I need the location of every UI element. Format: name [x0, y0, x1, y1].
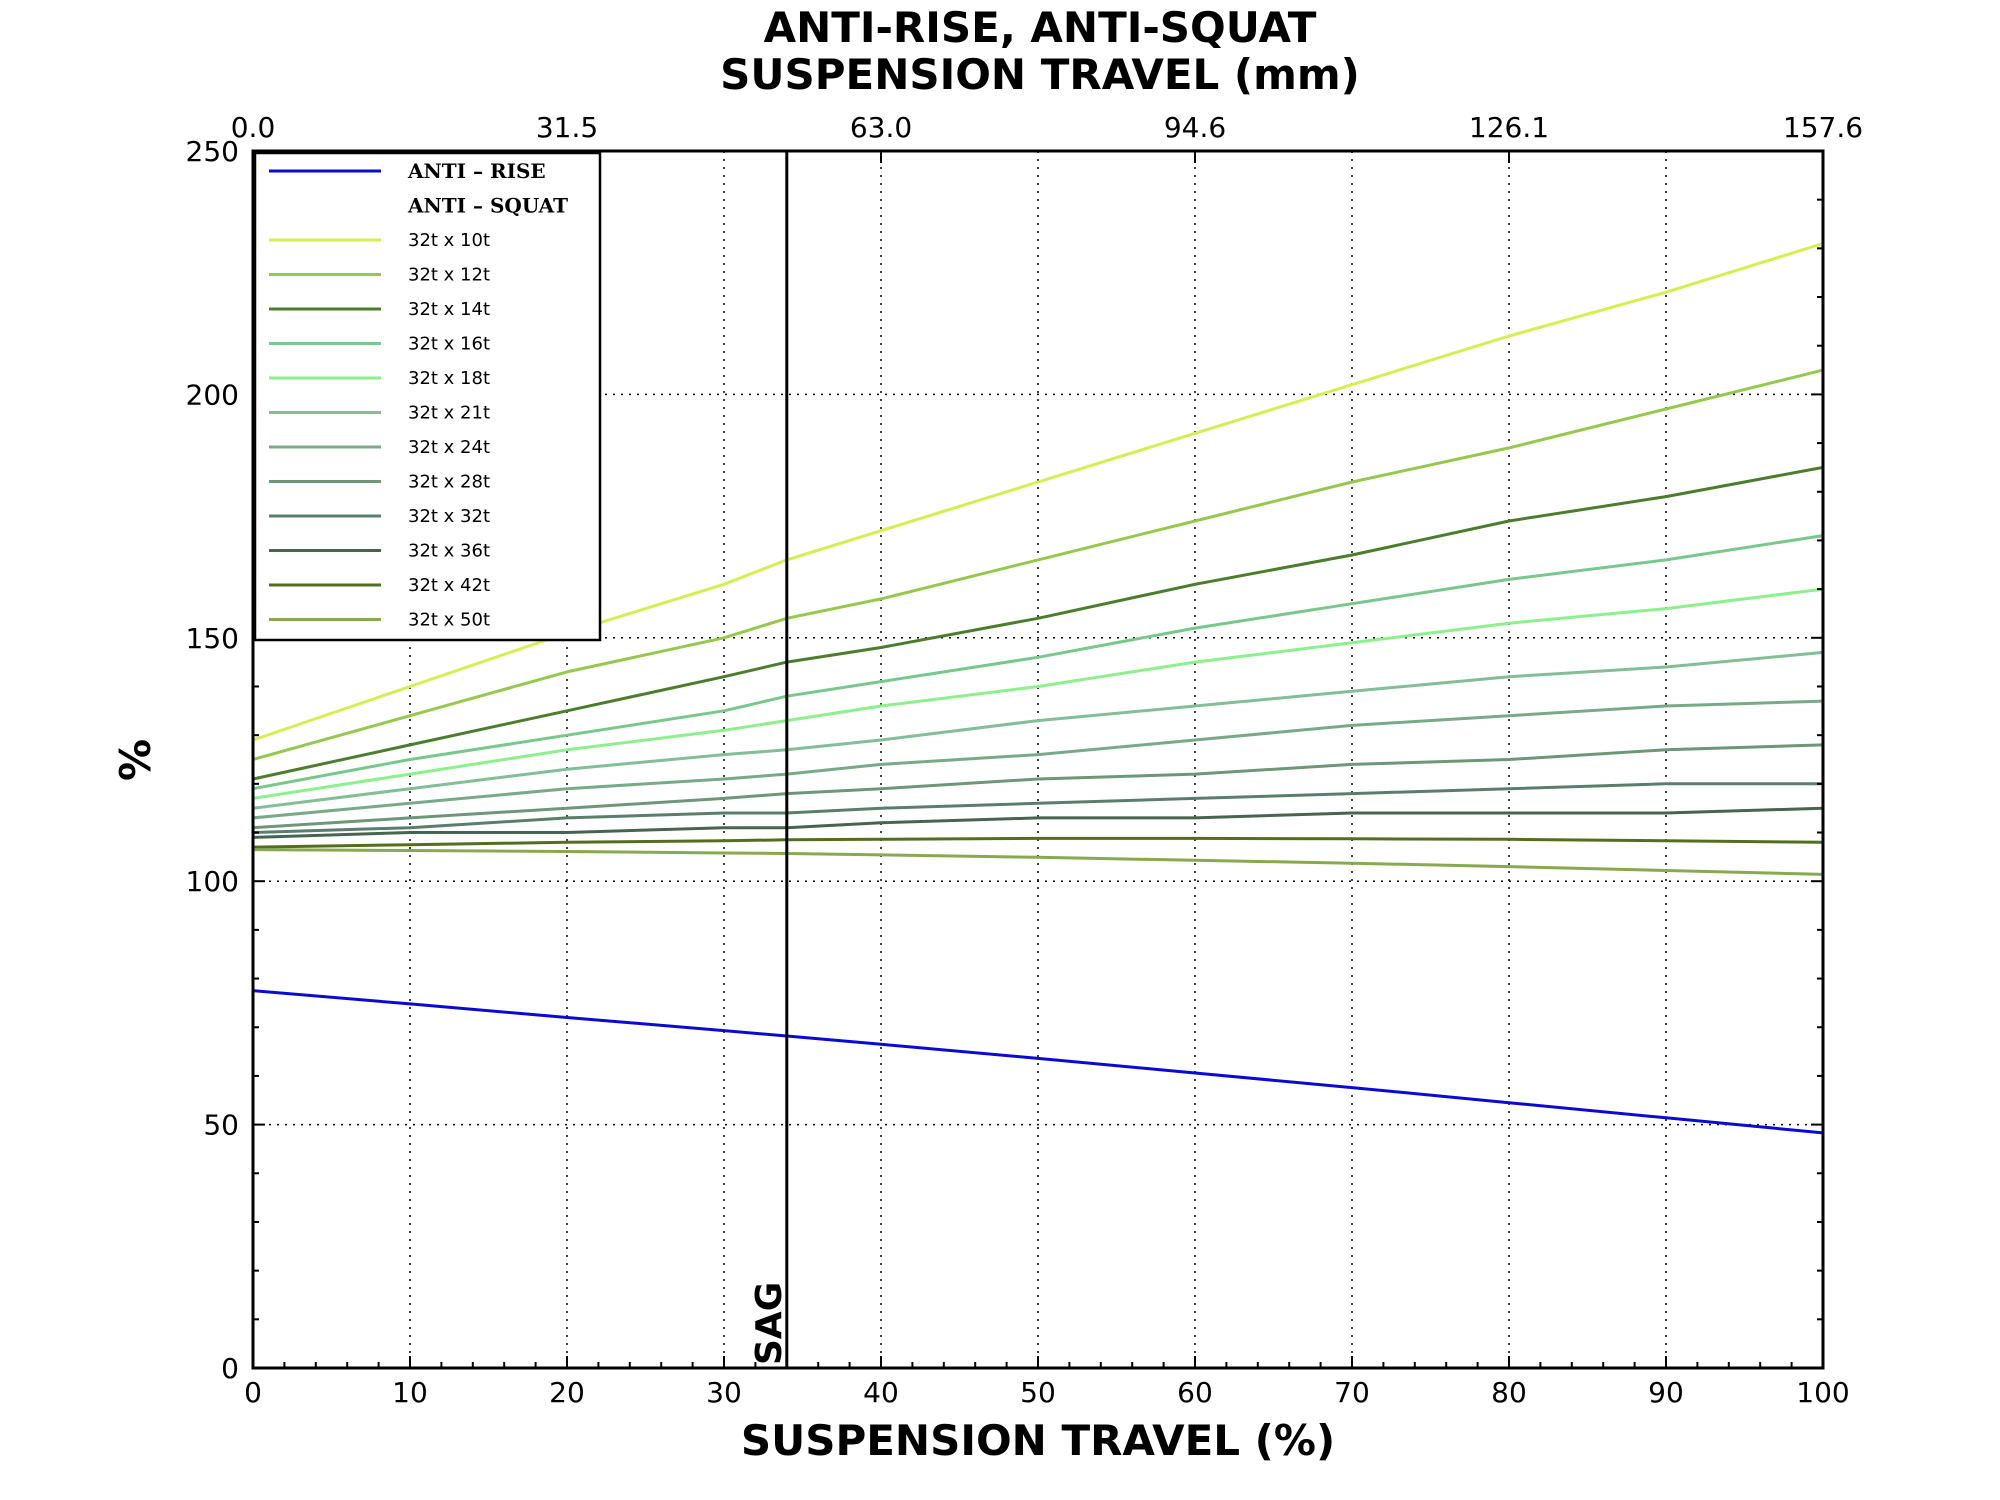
series-line-5	[252, 587, 1824, 800]
top-tick-label-4: 126.1	[1469, 111, 1549, 144]
x-tick-label-7: 70	[1334, 1376, 1370, 1409]
series-line-6	[252, 650, 1824, 810]
legend-label-3: 32t x 14t	[408, 299, 490, 320]
legend-label-5: 32t x 18t	[408, 368, 490, 389]
x-axis-label: SUSPENSION TRAVEL (%)	[741, 1416, 1335, 1465]
legend-label-8: 32t x 28t	[408, 472, 490, 493]
x-tick-label-0: 0	[244, 1376, 262, 1409]
series-line-12	[252, 848, 1824, 876]
legend-label-10: 32t x 36t	[408, 541, 490, 562]
series-line-7	[252, 699, 1824, 820]
series-line-9	[252, 782, 1823, 834]
series-line-10	[252, 806, 1824, 839]
y-axis-label: %	[111, 739, 160, 781]
y-tick-label-4: 200	[186, 378, 239, 411]
x-tick-label-4: 40	[863, 1376, 899, 1409]
x-tick-label-8: 80	[1491, 1376, 1527, 1409]
top-tick-label-2: 63.0	[850, 111, 912, 144]
series-line-11	[252, 836, 1824, 849]
chart-title-line-2: SUSPENSION TRAVEL (mm)	[720, 50, 1360, 99]
y-tick-label-2: 100	[186, 865, 239, 898]
x-tick-label-5: 50	[1020, 1376, 1056, 1409]
series-line-0	[252, 989, 1824, 1135]
top-tick-label-1: 31.5	[536, 111, 598, 144]
legend-label-anti-squat: ANTI – SQUAT	[407, 194, 568, 218]
top-tick-label-3: 94.6	[1164, 111, 1226, 144]
x-tick-label-3: 30	[706, 1376, 742, 1409]
y-tick-label-0: 0	[221, 1352, 239, 1385]
legend-label-11: 32t x 42t	[408, 575, 490, 596]
series-lines	[252, 242, 1824, 1135]
legend-label-anti-rise: ANTI – RISE	[407, 159, 546, 183]
x-tick-label-6: 60	[1177, 1376, 1213, 1409]
x-tick-label-10: 100	[1796, 1376, 1849, 1409]
legend-label-12: 32t x 50t	[408, 610, 490, 631]
x-tick-label-2: 20	[549, 1376, 585, 1409]
x-tick-label-1: 10	[392, 1376, 428, 1409]
top-tick-label-5: 157.6	[1783, 111, 1863, 144]
legend: ANTI – RISE ANTI – SQUAT 32t x 10t 32t x 12…	[253, 151, 602, 642]
legend-label-1: 32t x 10t	[408, 230, 490, 251]
series-line-1	[252, 242, 1824, 742]
series-line-8	[252, 743, 1824, 830]
legend-label-7: 32t x 24t	[408, 437, 490, 458]
series-line-3	[252, 465, 1824, 781]
top-tick-label-0: 0.0	[231, 111, 276, 144]
y-tick-label-1: 50	[203, 1109, 239, 1142]
legend-label-2: 32t x 12t	[408, 265, 490, 286]
chart-title-line-1: ANTI-RISE, ANTI-SQUAT	[764, 3, 1317, 52]
legend-label-6: 32t x 21t	[408, 403, 490, 424]
legend-box	[253, 151, 602, 642]
y-tick-label-3: 150	[186, 622, 239, 655]
y-tick-label-5: 250	[186, 135, 239, 168]
axis-tick-labels: 0 10 20 30 40 50 60 70 80 90 100 0 50 100 150 200 2500.0…	[186, 111, 1864, 1409]
sag-label: SAG	[749, 1282, 790, 1365]
legend-label-4: 32t x 16t	[408, 334, 490, 355]
x-tick-label-9: 90	[1648, 1376, 1684, 1409]
series-line-4	[252, 534, 1824, 791]
legend-label-9: 32t x 32t	[408, 506, 490, 527]
series-line-2	[252, 368, 1824, 761]
